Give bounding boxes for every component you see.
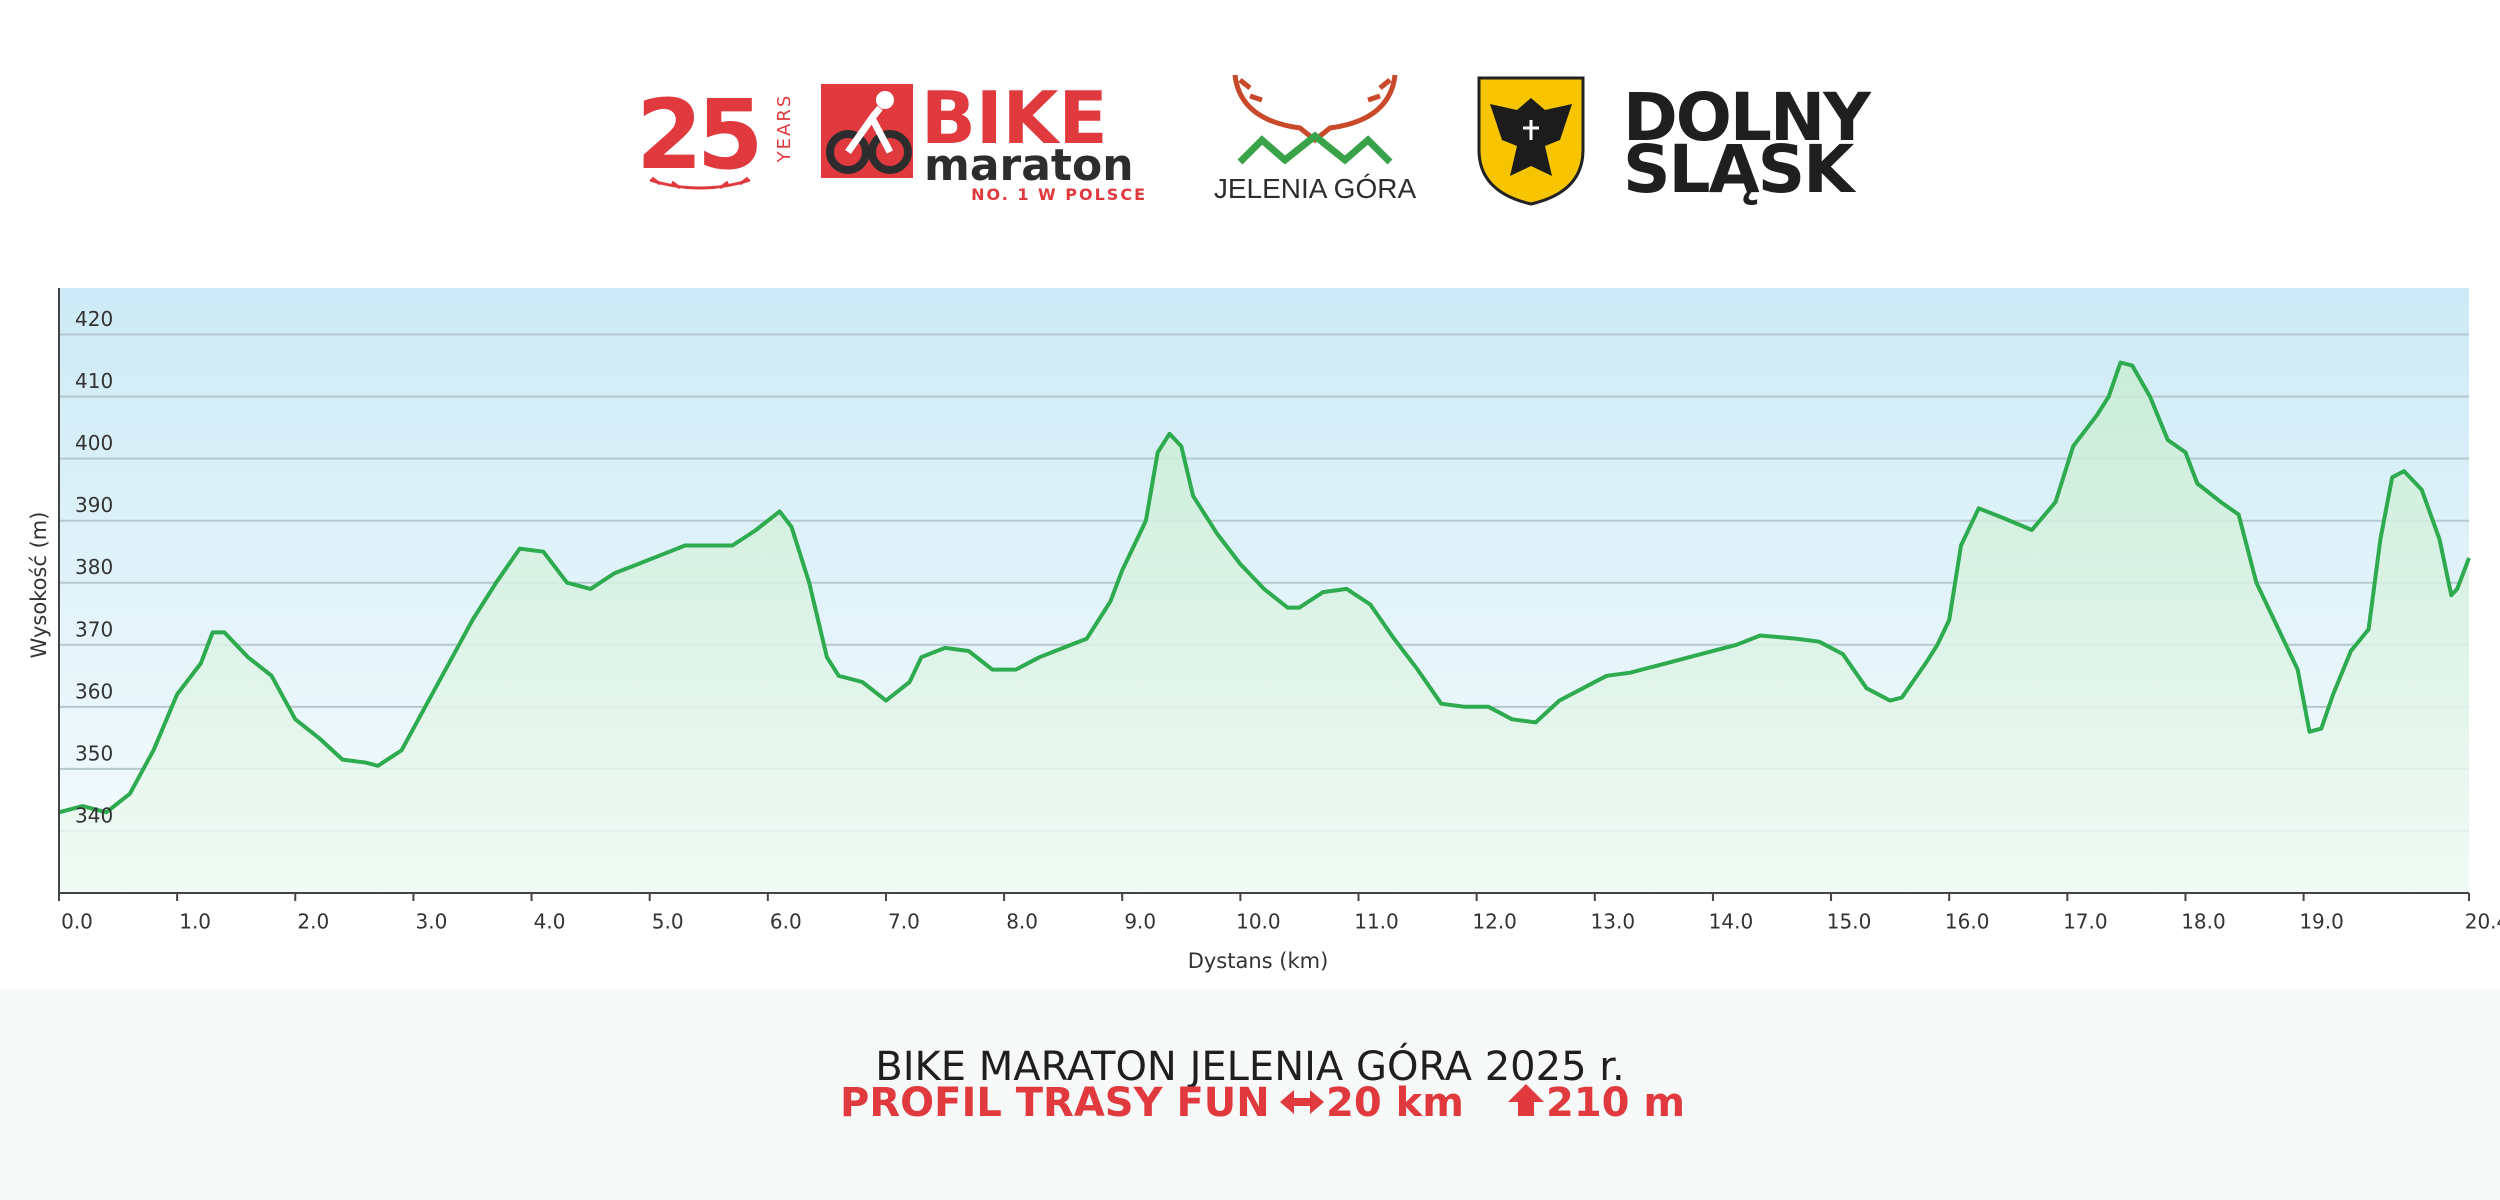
- x-axis-label: Dystans (km): [1188, 949, 1329, 973]
- brand: BIKE: [921, 76, 1108, 160]
- x-tick-label: 2.0: [297, 910, 329, 934]
- wheel: [868, 130, 912, 174]
- city: JELENIA GÓRA: [1214, 173, 1417, 204]
- x-tick-label: 7.0: [888, 910, 920, 934]
- area-fill: [59, 362, 2469, 893]
- y-tick-label: 390: [75, 493, 113, 517]
- x-tick-label: 10.0: [1236, 910, 1281, 934]
- y-tick-label: 420: [75, 307, 113, 331]
- x-tick-label: 11.0: [1354, 910, 1399, 934]
- anniversary: 25: [636, 79, 758, 191]
- x-tick-label: 6.0: [770, 910, 802, 934]
- x-tick-label: 19.0: [2299, 910, 2344, 934]
- rider: [845, 105, 894, 155]
- region-line1: DOLNY: [1623, 79, 1872, 156]
- footer-bg: [0, 990, 2500, 1200]
- x-tick-label: 18.0: [2181, 910, 2226, 934]
- x-tick-label: 13.0: [1591, 910, 1636, 934]
- x-tick-label: 17.0: [2063, 910, 2108, 934]
- wheel: [826, 130, 870, 174]
- x-tick-label: 12.0: [1472, 910, 1517, 934]
- elevation-line: [58, 360, 2471, 815]
- y-tick-label: 350: [75, 741, 113, 765]
- x-tick-label: 14.0: [1709, 910, 1754, 934]
- header: 25 YEARS BIKE maraton NO. 1 W POLSCE JEL…: [636, 74, 1874, 208]
- x-tick-label: 8.0: [1006, 910, 1038, 934]
- x-tick-label: 9.0: [1124, 910, 1156, 934]
- plot: 340 350 360 370 380 390 400 410 420 0.0 1.0 2.0 3.0 4…: [58, 288, 2500, 934]
- years: YEARS: [774, 94, 795, 164]
- x-tick-label: 15.0: [1827, 910, 1872, 934]
- laurel: [649, 176, 751, 190]
- y-tick-label: 370: [75, 617, 113, 641]
- x-tick-label: 0.0: [61, 910, 93, 934]
- x-tick-label: 5.0: [652, 910, 684, 934]
- y-axis-label: Wysokość (m): [27, 512, 51, 659]
- region-line2: ŚLĄSK: [1623, 131, 1857, 208]
- x-tick-label: 20.4: [2465, 910, 2500, 934]
- climb-icon: [1508, 1084, 1544, 1116]
- y-tick-label: 400: [75, 431, 113, 455]
- footer-title: BIKE MARATON JELENIA GÓRA 2025 r.: [875, 1042, 1624, 1090]
- y-tick-label: 380: [75, 555, 113, 579]
- x-tick-label: 16.0: [1945, 910, 1990, 934]
- x-tick-label: 3.0: [416, 910, 448, 934]
- y-tick-label: 340: [75, 803, 113, 827]
- tagline: NO. 1 W POLSCE: [971, 185, 1147, 204]
- brand-sub: maraton: [924, 140, 1134, 191]
- x-tick-label: 4.0: [534, 910, 566, 934]
- antlers: [1232, 74, 1398, 144]
- footer-distance: 20 km: [1326, 1080, 1464, 1126]
- y-tick-label: 360: [75, 679, 113, 703]
- y-tick-label: 410: [75, 369, 113, 393]
- footer-subtitle: PROFIL TRASY FUN: [840, 1080, 1270, 1126]
- mountains: [1237, 131, 1393, 165]
- rider-head: [876, 91, 894, 109]
- distance-icon: [1280, 1090, 1324, 1114]
- footer-climb: 210 m: [1546, 1080, 1685, 1126]
- x-tick-label: 1.0: [179, 910, 211, 934]
- cross: [1523, 120, 1539, 140]
